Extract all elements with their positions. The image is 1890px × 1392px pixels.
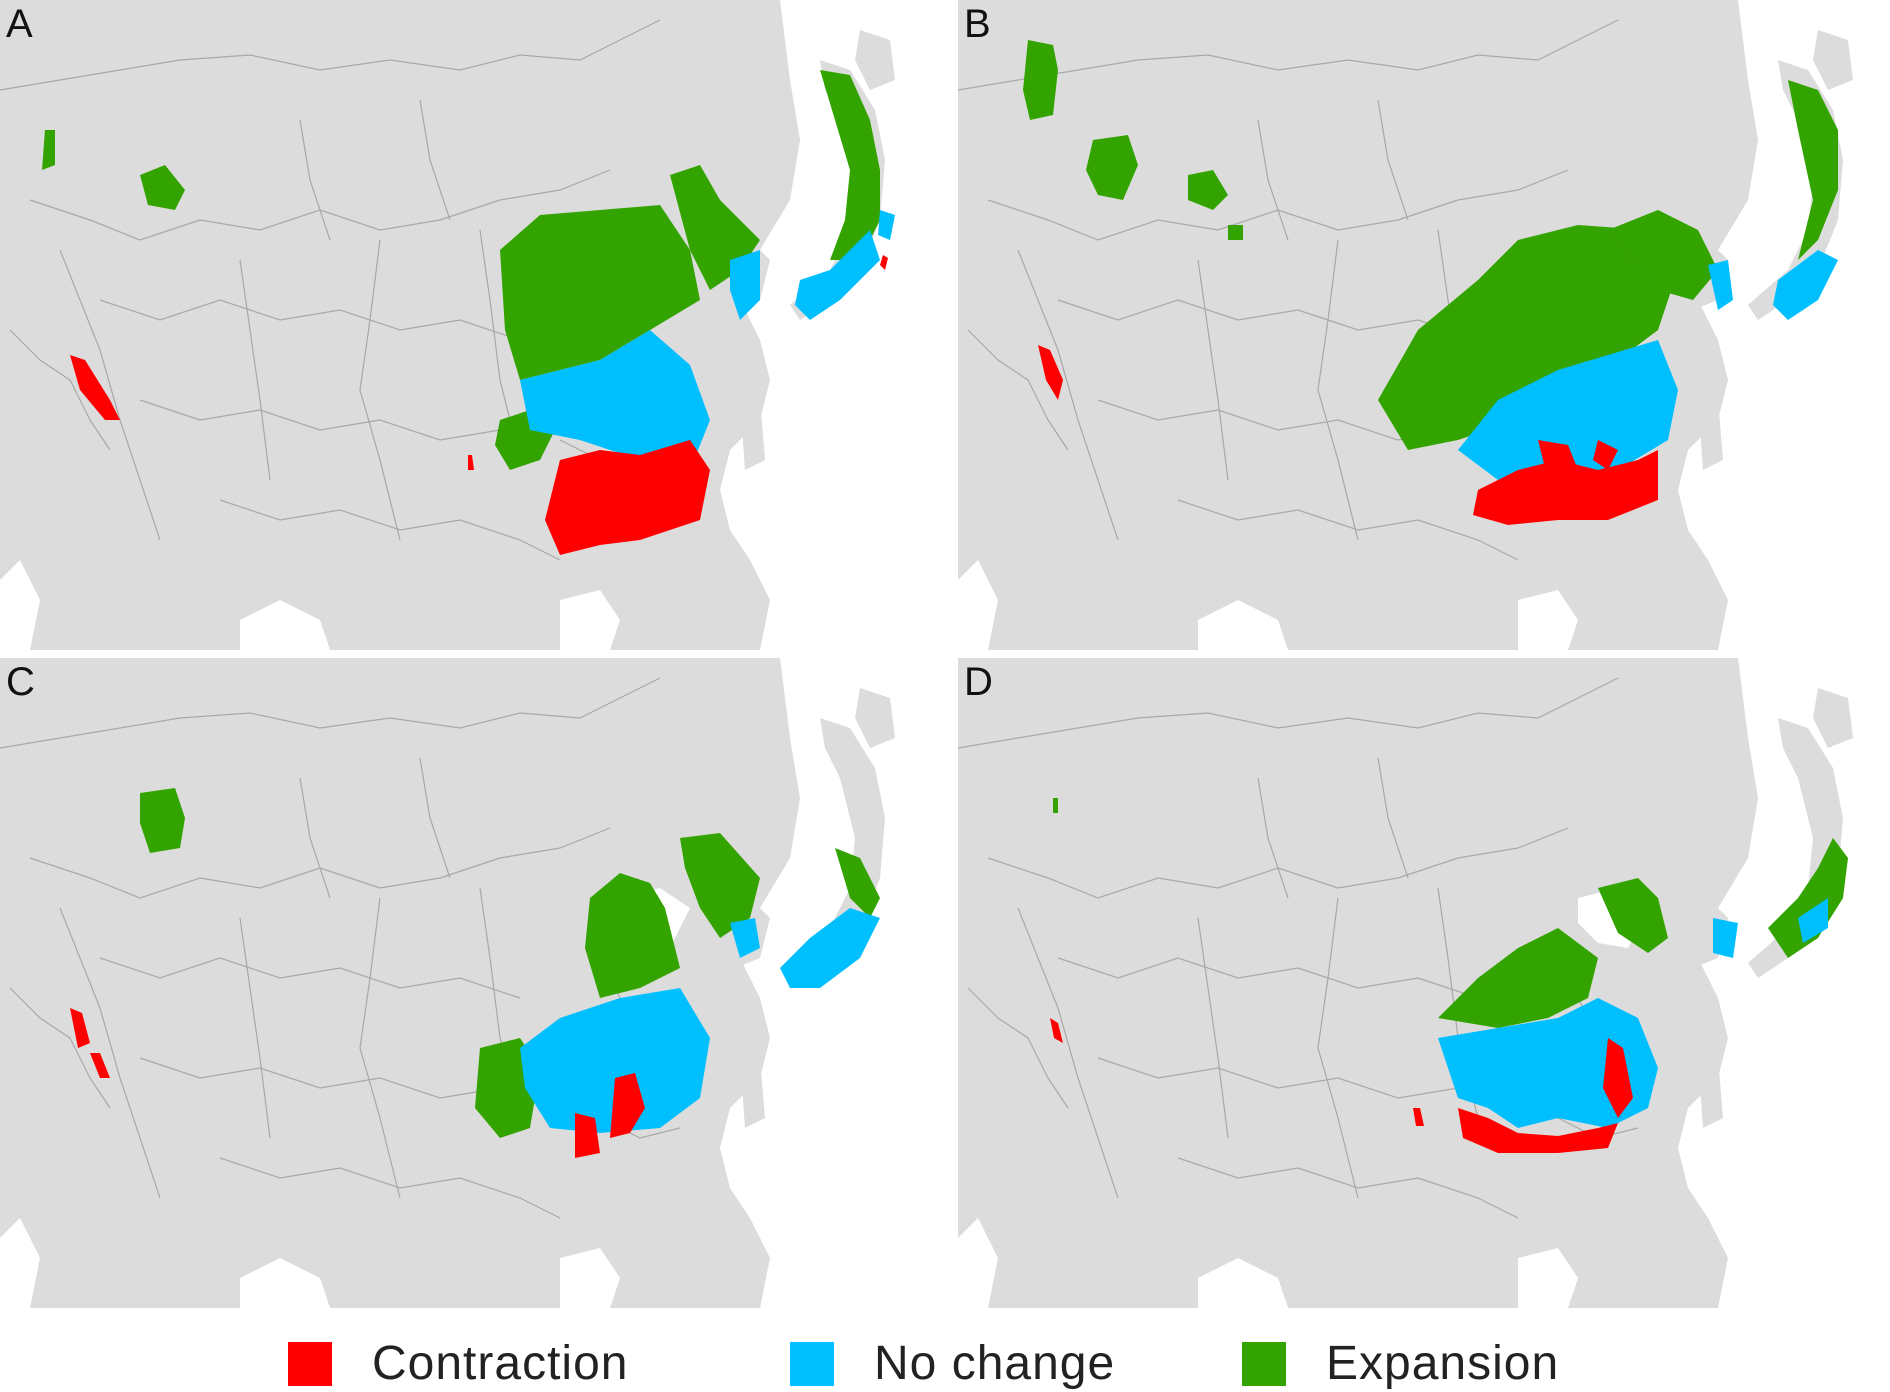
legend-swatch-no-change: [790, 1342, 834, 1386]
map-a-svg: [0, 0, 932, 650]
map-panel-c: C: [0, 658, 932, 1308]
legend-label-expansion: Expansion: [1326, 1337, 1560, 1390]
legend-label-no-change: No change: [874, 1337, 1116, 1390]
map-d-svg: [958, 658, 1890, 1308]
range-change-layer-c: [70, 788, 880, 1158]
map-c-svg: [0, 658, 932, 1308]
map-panel-d: D: [958, 658, 1890, 1308]
panel-label-c: C: [6, 660, 35, 704]
range-change-layer-d: [1050, 798, 1848, 1153]
legend-swatch-expansion: [1242, 1342, 1286, 1386]
map-panel-b: B: [958, 0, 1890, 650]
range-change-layer-b: [1023, 40, 1838, 525]
panel-label-b: B: [964, 2, 991, 46]
range-change-layer-a: [42, 70, 895, 555]
map-panel-a: A: [0, 0, 932, 650]
map-b-svg: [958, 0, 1890, 650]
panel-label-a: A: [6, 2, 33, 46]
legend-swatch-contraction: [288, 1342, 332, 1386]
legend-label-contraction: Contraction: [372, 1337, 629, 1390]
legend: Contraction No change Expansion: [0, 1320, 1890, 1390]
panel-label-d: D: [964, 660, 993, 704]
